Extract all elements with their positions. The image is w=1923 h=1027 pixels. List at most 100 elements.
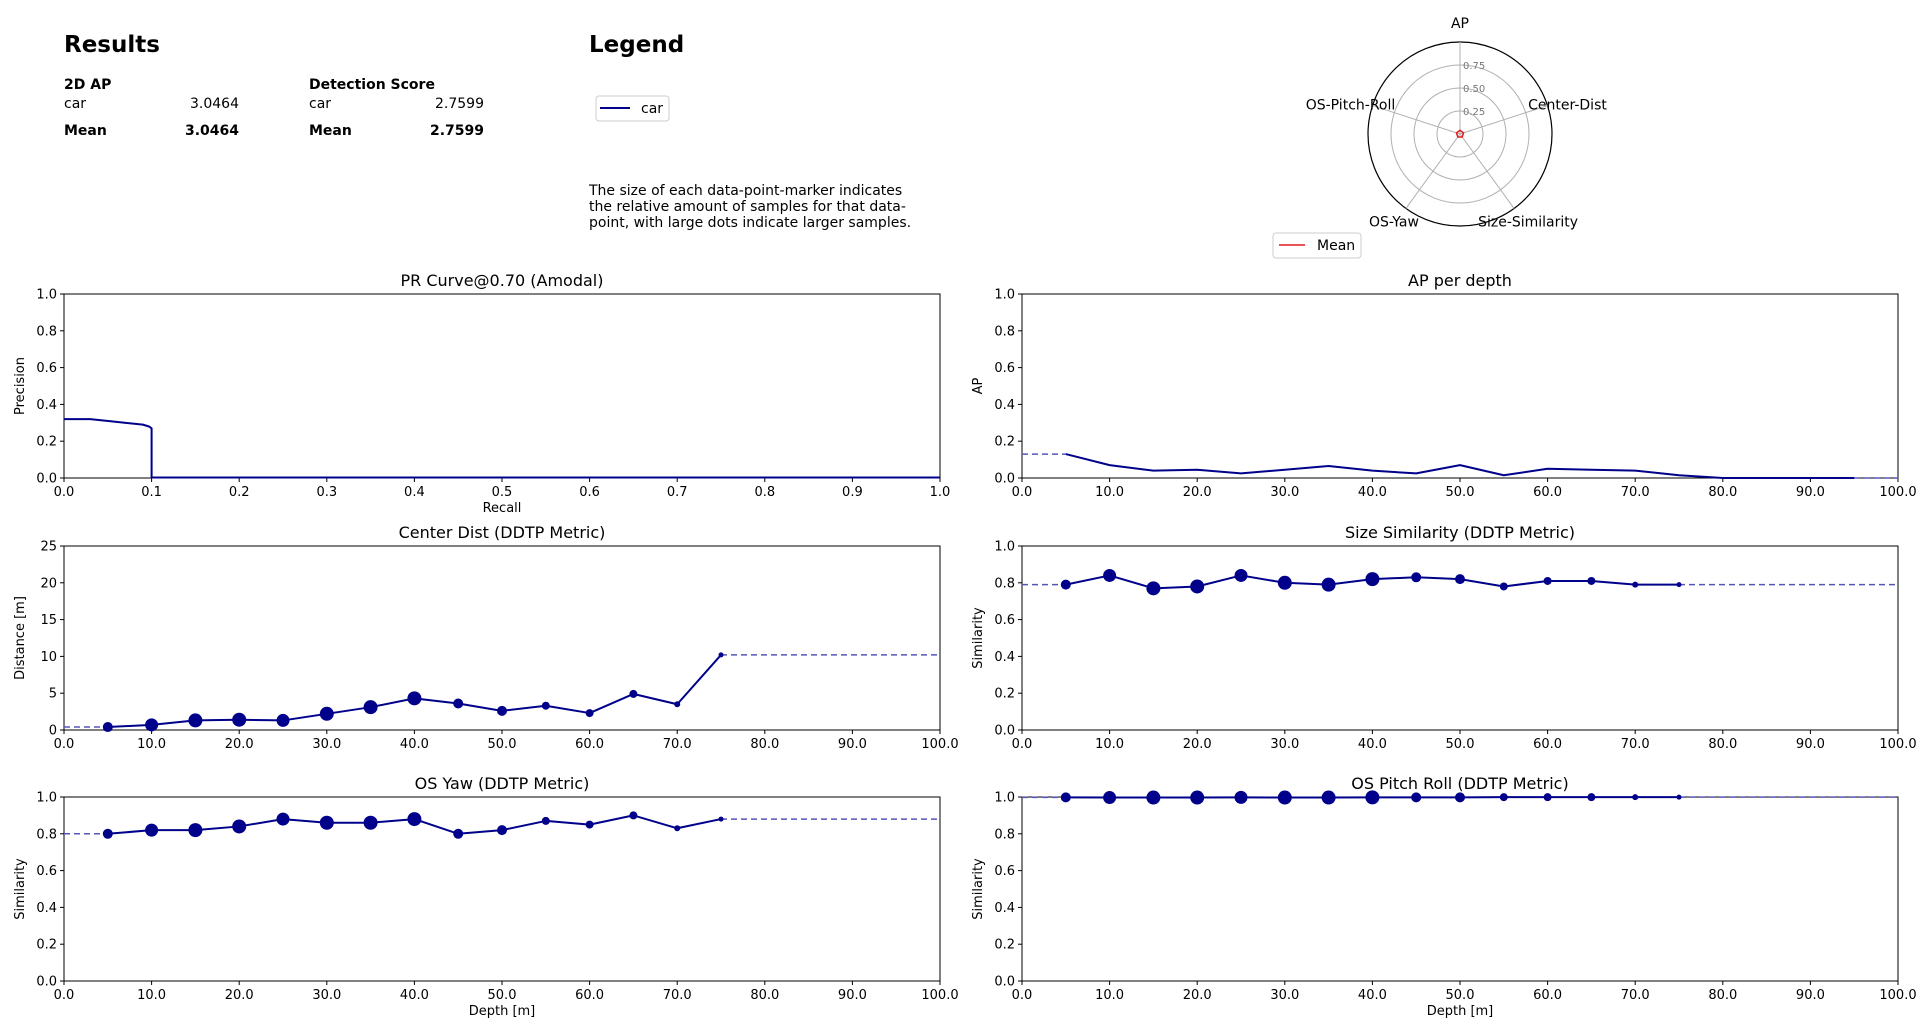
x-tick-label: 0.0 — [54, 988, 75, 1003]
x-tick-label: 70.0 — [663, 988, 692, 1003]
radar-legend-label: Mean — [1317, 238, 1355, 254]
y-tick-label: 0.4 — [994, 398, 1015, 413]
data-point — [453, 828, 464, 839]
y-tick-label: 0.6 — [994, 613, 1015, 628]
x-tick-label: 30.0 — [312, 988, 341, 1003]
os-yaw-chart: OS Yaw (DDTP Metric) 0.0 10.0 20.0 30.0 40.0 5… — [13, 774, 959, 1019]
data-point — [1277, 790, 1292, 805]
y-tick-label: 1.0 — [36, 791, 57, 806]
radar-spoke — [1459, 105, 1548, 135]
x-tick-label: 10.0 — [1095, 988, 1124, 1003]
x-tick-label: 50.0 — [488, 988, 517, 1003]
y-tick-label: 0.8 — [994, 576, 1015, 591]
x-tick-label: 90.0 — [1796, 485, 1825, 500]
x-axis-label: Depth [m] — [469, 1004, 536, 1019]
y-tick-label: 0.8 — [994, 324, 1015, 339]
radar-axis-label: Center-Dist — [1528, 98, 1607, 114]
x-tick-label: 60.0 — [1533, 988, 1562, 1003]
x-tick-label: 40.0 — [400, 988, 429, 1003]
y-tick-label: 5 — [49, 687, 57, 702]
x-tick-label: 60.0 — [1533, 485, 1562, 500]
data-point — [1499, 582, 1508, 591]
data-point — [674, 825, 681, 832]
x-tick-label: 0.7 — [667, 485, 688, 500]
data-point — [1676, 582, 1682, 588]
ap-mean-label: Mean — [64, 123, 107, 139]
data-point — [1146, 581, 1161, 596]
data-point — [674, 701, 681, 708]
x-tick-label: 20.0 — [1183, 737, 1212, 752]
x-tick-label: 70.0 — [1621, 485, 1650, 500]
data-point — [1321, 577, 1336, 592]
y-axis-label: Similarity — [13, 858, 28, 920]
data-point — [188, 823, 203, 838]
legend-panel: Legend car The size of each data-point-m… — [588, 32, 911, 231]
y-tick-label: 1.0 — [36, 288, 57, 303]
x-tick-label: 90.0 — [838, 737, 867, 752]
data-point — [718, 816, 724, 822]
y-tick-label: 0.0 — [994, 724, 1015, 739]
data-point — [1455, 792, 1465, 803]
pr-curve-chart: PR Curve@0.70 (Amodal) 0.0 0.1 0.2 0.3 0.4 0.5… — [13, 271, 950, 516]
y-tick-label: 0.2 — [36, 435, 57, 450]
y-tick-label: 25 — [40, 540, 57, 555]
x-tick-label: 80.0 — [750, 737, 779, 752]
data-point — [1060, 792, 1071, 803]
x-tick-label: 30.0 — [1270, 988, 1299, 1003]
data-point — [1411, 572, 1422, 583]
x-tick-label: 40.0 — [400, 737, 429, 752]
y-tick-label: 0.6 — [36, 361, 57, 376]
x-tick-label: 70.0 — [663, 737, 692, 752]
data-point — [363, 815, 378, 830]
y-tick-label: 0.0 — [994, 975, 1015, 990]
data-point — [319, 815, 334, 830]
radar-ring-label: 0.75 — [1463, 61, 1485, 72]
data-point — [541, 816, 550, 825]
y-axis-label: Distance [m] — [13, 596, 28, 680]
y-tick-label: 0.8 — [36, 324, 57, 339]
y-tick-label: 20 — [40, 576, 57, 591]
y-tick-label: 0.4 — [994, 650, 1015, 665]
score-mean-label: Mean — [309, 123, 352, 139]
y-tick-label: 0.4 — [994, 901, 1015, 916]
y-tick-label: 10 — [40, 650, 57, 665]
score-header: Detection Score — [309, 77, 435, 93]
x-tick-label: 10.0 — [137, 988, 166, 1003]
data-point — [1587, 793, 1596, 802]
data-point — [1321, 790, 1336, 805]
y-axis-label: AP — [971, 377, 986, 394]
data-point — [585, 709, 594, 718]
radar-axis-label: Size-Similarity — [1478, 214, 1578, 230]
data-point — [541, 701, 550, 710]
y-tick-label: 0.4 — [36, 901, 57, 916]
y-tick-label: 1.0 — [994, 791, 1015, 806]
x-tick-label: 0.4 — [404, 485, 425, 500]
y-tick-label: 1.0 — [994, 540, 1015, 555]
data-point — [276, 713, 290, 727]
data-point — [497, 825, 507, 836]
data-point — [102, 722, 113, 733]
y-tick-label: 0.6 — [36, 864, 57, 879]
data-point — [319, 706, 334, 721]
legend-note-line-3: point, with large dots indicate larger s… — [589, 215, 911, 231]
x-tick-label: 90.0 — [838, 988, 867, 1003]
x-tick-label: 10.0 — [1095, 737, 1124, 752]
data-point — [276, 812, 290, 826]
data-point — [1277, 575, 1292, 590]
radar-chart: 0.25 0.50 0.75 AP Center-Dist Size-Similarity… — [1272, 16, 1607, 259]
y-tick-label: 0.0 — [994, 472, 1015, 487]
x-tick-label: 60.0 — [575, 737, 604, 752]
data-point — [1103, 791, 1117, 805]
chart-title: PR Curve@0.70 (Amodal) — [401, 271, 604, 290]
data-point — [1103, 568, 1117, 582]
data-point — [1190, 790, 1205, 805]
x-tick-label: 50.0 — [1446, 485, 1475, 500]
ap-row-label: car — [64, 96, 86, 112]
data-point — [1543, 576, 1552, 585]
data-point — [585, 820, 594, 829]
x-tick-label: 20.0 — [225, 988, 254, 1003]
data-point — [363, 700, 378, 715]
x-tick-label: 0.1 — [141, 485, 162, 500]
x-tick-label: 0.6 — [579, 485, 600, 500]
data-point — [232, 712, 247, 727]
